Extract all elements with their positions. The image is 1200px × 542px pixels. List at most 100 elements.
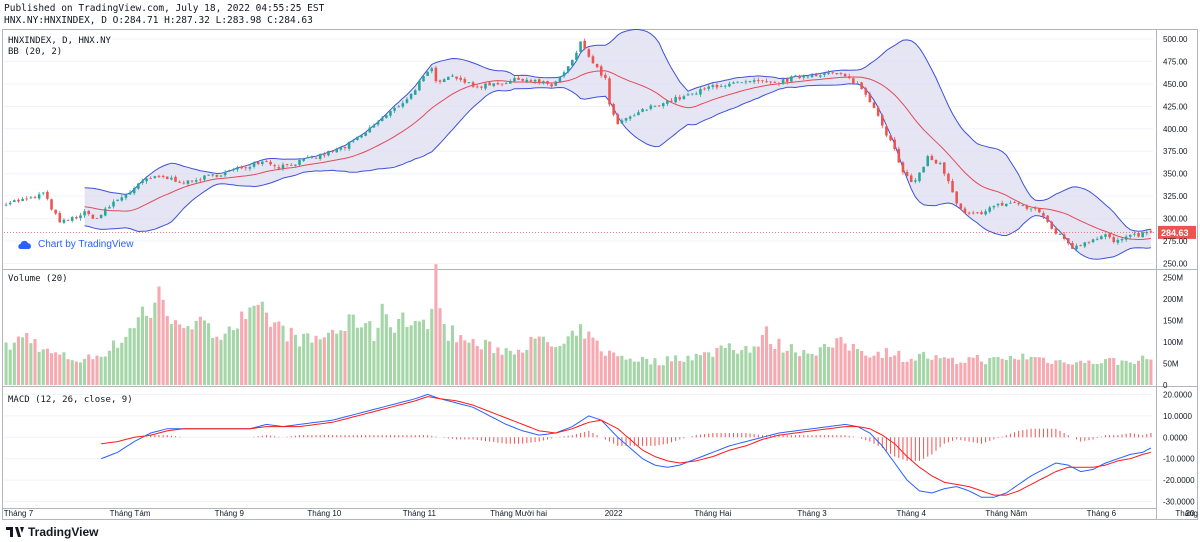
- volume-bar: [909, 358, 913, 385]
- volume-bar: [492, 353, 496, 385]
- volume-bar: [818, 347, 822, 385]
- candle-body: [1128, 235, 1132, 237]
- candle-body: [624, 118, 628, 121]
- candle-body: [951, 180, 954, 193]
- volume-bar: [843, 343, 847, 385]
- candle-body: [360, 135, 363, 138]
- candle-body: [695, 93, 698, 95]
- candle-body: [1100, 236, 1103, 240]
- candle-body: [13, 200, 16, 202]
- volume-bar: [752, 346, 756, 385]
- volume-bar: [111, 340, 116, 385]
- volume-bar: [368, 321, 372, 385]
- footer-brand: TradingView: [28, 525, 99, 539]
- volume-bar: [591, 337, 595, 385]
- candle-body: [103, 208, 107, 216]
- candle-body: [244, 167, 248, 169]
- volume-bar: [409, 325, 413, 385]
- candle-body: [265, 161, 268, 163]
- volume-bar: [554, 347, 558, 385]
- volume-bar: [1132, 364, 1136, 385]
- price-tick-label: 450.00: [1163, 80, 1188, 89]
- candle-body: [54, 209, 57, 214]
- volume-bar: [798, 356, 802, 385]
- volume-bar: [719, 345, 723, 385]
- volume-bar: [860, 350, 864, 385]
- candle-body: [46, 191, 49, 199]
- volume-bar: [888, 356, 893, 385]
- volume-bar: [145, 315, 149, 385]
- volume-bar: [388, 327, 392, 385]
- candle-body: [521, 79, 524, 81]
- volume-bar: [545, 342, 550, 385]
- volume-bar: [194, 320, 198, 385]
- volume-bar: [955, 364, 959, 385]
- candle-body: [628, 116, 632, 119]
- volume-bar: [876, 351, 880, 385]
- candle-body: [29, 197, 33, 199]
- volume-bar: [405, 326, 409, 385]
- candle-body: [488, 82, 491, 86]
- volume-bar: [950, 357, 955, 385]
- candle-body: [802, 75, 806, 78]
- macd-tick-label: 0.0000: [1163, 433, 1188, 442]
- volume-bar: [793, 352, 798, 385]
- tradingview-logo[interactable]: TradingView: [6, 525, 98, 539]
- volume-bar: [347, 314, 351, 385]
- candle-body: [525, 79, 529, 82]
- candle-body: [455, 76, 458, 79]
- candle-body: [149, 178, 153, 180]
- candle-body: [963, 208, 967, 214]
- candle-body: [161, 175, 165, 177]
- volume-bar: [963, 362, 967, 385]
- volume-bar: [880, 357, 884, 385]
- volume-bar: [302, 333, 306, 385]
- candle-body: [438, 80, 442, 82]
- candle-body: [95, 218, 99, 219]
- candle-body: [186, 180, 190, 184]
- candle-body: [1104, 234, 1107, 237]
- macd-tick-label: 20.0000: [1163, 390, 1192, 399]
- price-tick-label: 425.00: [1163, 102, 1188, 111]
- price-tick-label: 350.00: [1163, 170, 1188, 179]
- volume-bar: [703, 352, 707, 385]
- candle-body: [294, 164, 297, 166]
- volume-bar: [95, 355, 99, 385]
- volume-bar: [223, 333, 227, 385]
- volume-bar: [574, 335, 578, 385]
- candle-body: [761, 80, 764, 82]
- volume-bar: [612, 352, 616, 385]
- volume-bar: [455, 342, 459, 385]
- volume-bar: [1087, 360, 1091, 385]
- candle-body: [66, 220, 70, 221]
- candle-body: [1029, 208, 1033, 210]
- volume-bar: [66, 359, 70, 385]
- candle-body: [893, 139, 896, 150]
- candle-body: [385, 115, 388, 118]
- volume-bar: [244, 318, 248, 385]
- time-tick-label: Tháng Hai: [694, 509, 731, 518]
- volume-bar: [1062, 362, 1066, 385]
- candle-body: [223, 171, 227, 176]
- candle-body: [1042, 213, 1045, 217]
- candle-body: [137, 183, 140, 189]
- volume-bar: [202, 320, 207, 385]
- time-tick-label: Tháng Năm: [985, 509, 1027, 518]
- candle-body: [323, 154, 326, 156]
- volume-bar: [727, 343, 731, 385]
- volume-bar: [636, 361, 640, 385]
- watermark[interactable]: Chart by TradingView: [16, 239, 133, 250]
- candle-body: [289, 164, 293, 166]
- volume-bar: [669, 361, 674, 385]
- candle-body: [492, 83, 496, 86]
- candle-body: [831, 72, 834, 74]
- volume-bar: [913, 360, 917, 385]
- candle-body: [356, 136, 359, 140]
- candle-body: [517, 77, 520, 80]
- candle-body: [579, 41, 582, 52]
- price-candles: 284.63: [4, 38, 1196, 251]
- volume-bar: [335, 333, 339, 385]
- candle-body: [91, 214, 95, 219]
- candle-body: [343, 146, 347, 149]
